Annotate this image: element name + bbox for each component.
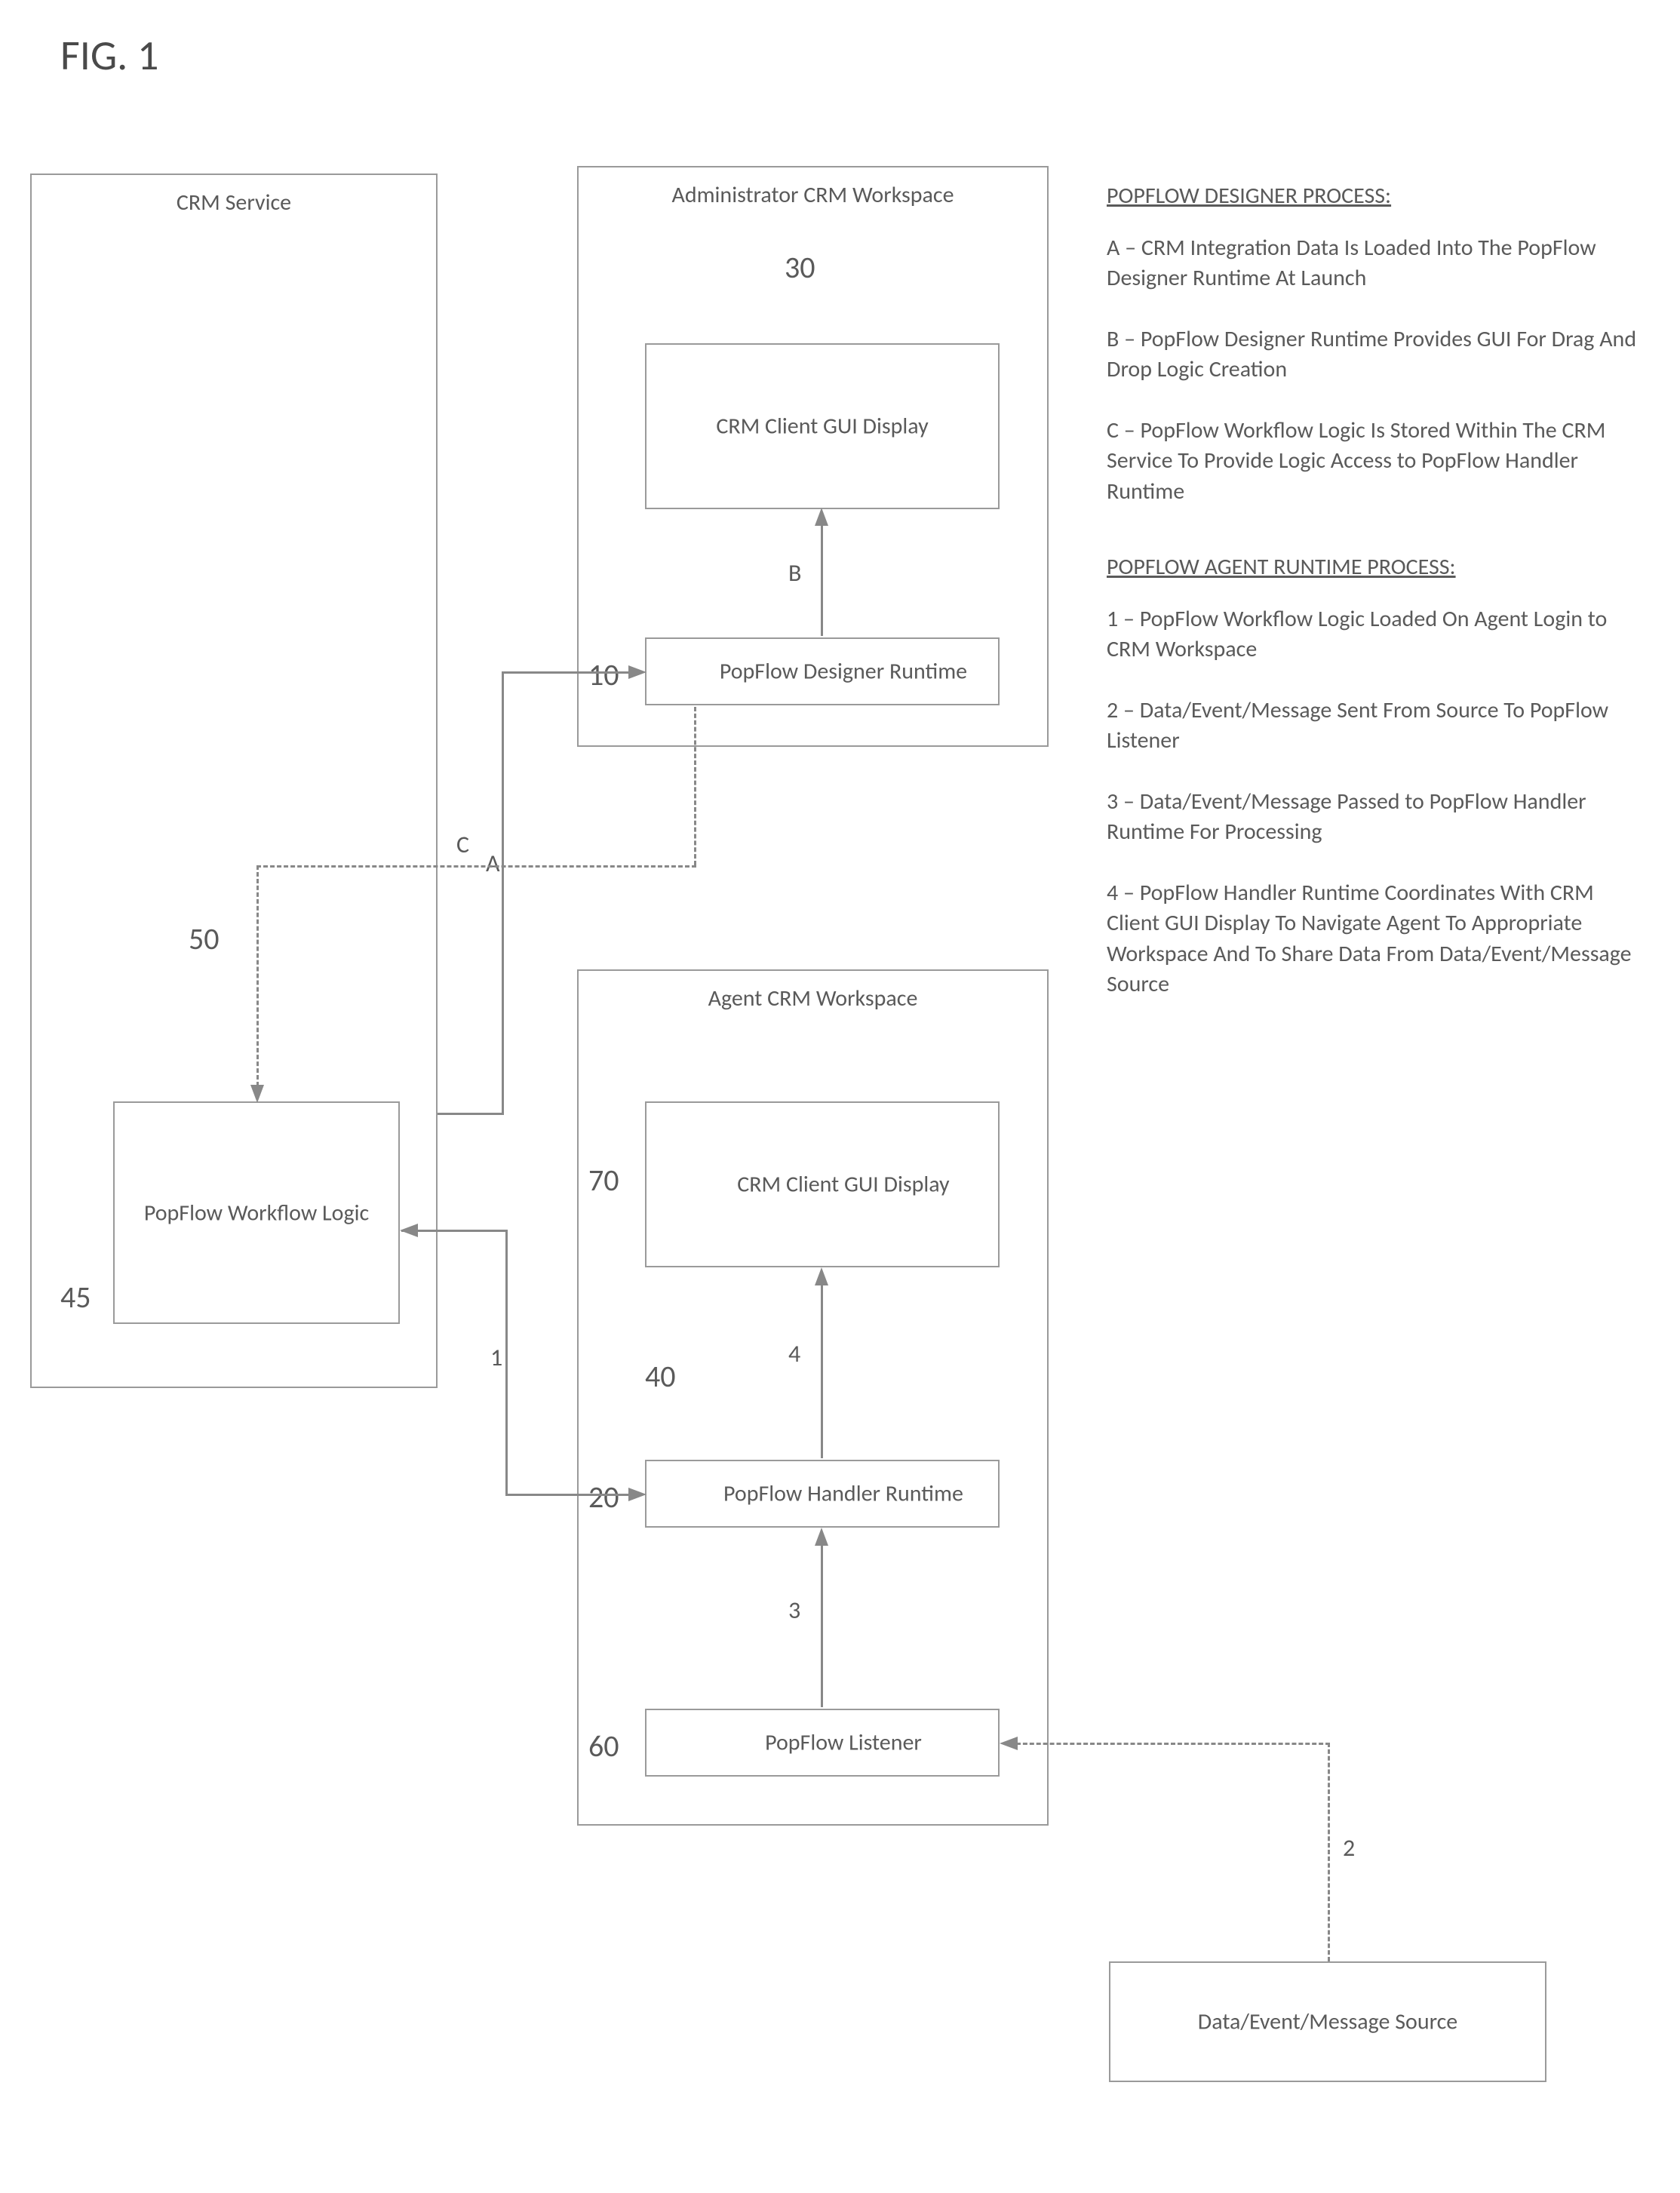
ref-B: B — [788, 558, 801, 588]
box-agent-gui: CRM Client GUI Display — [645, 1101, 1000, 1267]
figure-title: FIG. 1 — [60, 30, 158, 81]
label-crm-service: CRM Service — [177, 189, 291, 217]
legend-item-A: A – CRM Integration Data Is Loaded Into … — [1107, 233, 1650, 294]
label-handler-runtime: PopFlow Handler Runtime — [723, 1480, 963, 1508]
arrow-3-head — [815, 1528, 828, 1546]
arrow-1-h — [505, 1494, 628, 1496]
box-workflow-logic: PopFlow Workflow Logic — [113, 1101, 400, 1324]
ref-A: A — [486, 849, 500, 878]
arrow-1-v — [505, 1230, 508, 1494]
label-admin-workspace: Administrator CRM Workspace — [671, 181, 954, 209]
arrow-B-v — [821, 524, 823, 636]
arrow-C-v2 — [256, 865, 259, 1086]
ref-4: 4 — [788, 1339, 800, 1368]
ref-3: 3 — [788, 1596, 800, 1625]
legend-item-3: 3 – Data/Event/Message Passed to PopFlow… — [1107, 787, 1650, 848]
arrow-1-head-r — [628, 1488, 647, 1501]
legend-heading-1: POPFLOW DESIGNER PROCESS: — [1107, 181, 1650, 212]
legend-item-C: C – PopFlow Workflow Logic Is Stored Wit… — [1107, 416, 1650, 508]
label-admin-gui: CRM Client GUI Display — [716, 413, 928, 441]
arrow-C-v1 — [694, 707, 696, 865]
box-designer-runtime: PopFlow Designer Runtime — [645, 637, 1000, 705]
arrow-B-head — [815, 508, 828, 526]
label-agent-gui: CRM Client GUI Display — [737, 1171, 949, 1199]
diagram-canvas: FIG. 1 CRM Service 50 PopFlow Workflow L… — [30, 30, 1650, 2163]
legend-item-B: B – PopFlow Designer Runtime Provides GU… — [1107, 324, 1650, 385]
legend-item-1: 1 – PopFlow Workflow Logic Loaded On Age… — [1107, 604, 1650, 665]
box-listener: PopFlow Listener — [645, 1709, 1000, 1777]
label-designer-runtime: PopFlow Designer Runtime — [720, 658, 967, 686]
arrow-3-v — [821, 1544, 823, 1707]
num-workflow-logic: 45 — [60, 1279, 91, 1316]
arrow-1-head-l — [400, 1224, 418, 1237]
num-agent-gui: 70 — [588, 1162, 619, 1199]
box-source: Data/Event/Message Source — [1109, 1961, 1546, 2082]
num-crm-service: 50 — [189, 920, 220, 957]
box-handler-runtime: PopFlow Handler Runtime — [645, 1460, 1000, 1528]
num-agent-workspace: 40 — [645, 1358, 676, 1395]
num-admin-workspace: 30 — [785, 249, 815, 286]
box-admin-gui: CRM Client GUI Display — [645, 343, 1000, 509]
label-agent-workspace: Agent CRM Workspace — [708, 984, 918, 1012]
legend-heading-2: POPFLOW AGENT RUNTIME PROCESS: — [1107, 552, 1650, 583]
ref-1: 1 — [490, 1343, 502, 1372]
box-agent-workspace: Agent CRM Workspace — [577, 969, 1049, 1826]
arrow-2-v — [1328, 1743, 1330, 1961]
arrow-C-h — [256, 865, 696, 868]
num-handler-runtime: 20 — [588, 1479, 619, 1516]
legend-item-2: 2 – Data/Event/Message Sent From Source … — [1107, 696, 1650, 757]
arrow-A-head — [628, 665, 647, 679]
label-listener: PopFlow Listener — [765, 1729, 922, 1757]
label-source: Data/Event/Message Source — [1198, 2008, 1457, 2036]
legend-item-4: 4 – PopFlow Handler Runtime Coordinates … — [1107, 878, 1650, 1000]
label-workflow-logic: PopFlow Workflow Logic — [136, 1199, 377, 1227]
arrow-2-h — [1016, 1743, 1330, 1745]
ref-2: 2 — [1343, 1833, 1355, 1863]
arrow-A-v — [502, 671, 504, 1115]
legend-block: POPFLOW DESIGNER PROCESS: A – CRM Integr… — [1107, 181, 1650, 1030]
arrow-4-head — [815, 1267, 828, 1285]
arrow-C-head — [250, 1085, 264, 1103]
num-listener: 60 — [588, 1728, 619, 1765]
arrow-A-h2 — [438, 1113, 504, 1115]
arrow-2-head — [1000, 1737, 1018, 1750]
arrow-A-h — [502, 671, 628, 674]
num-designer-runtime: 10 — [588, 656, 619, 693]
ref-C: C — [456, 830, 469, 859]
arrow-4-v — [821, 1284, 823, 1458]
